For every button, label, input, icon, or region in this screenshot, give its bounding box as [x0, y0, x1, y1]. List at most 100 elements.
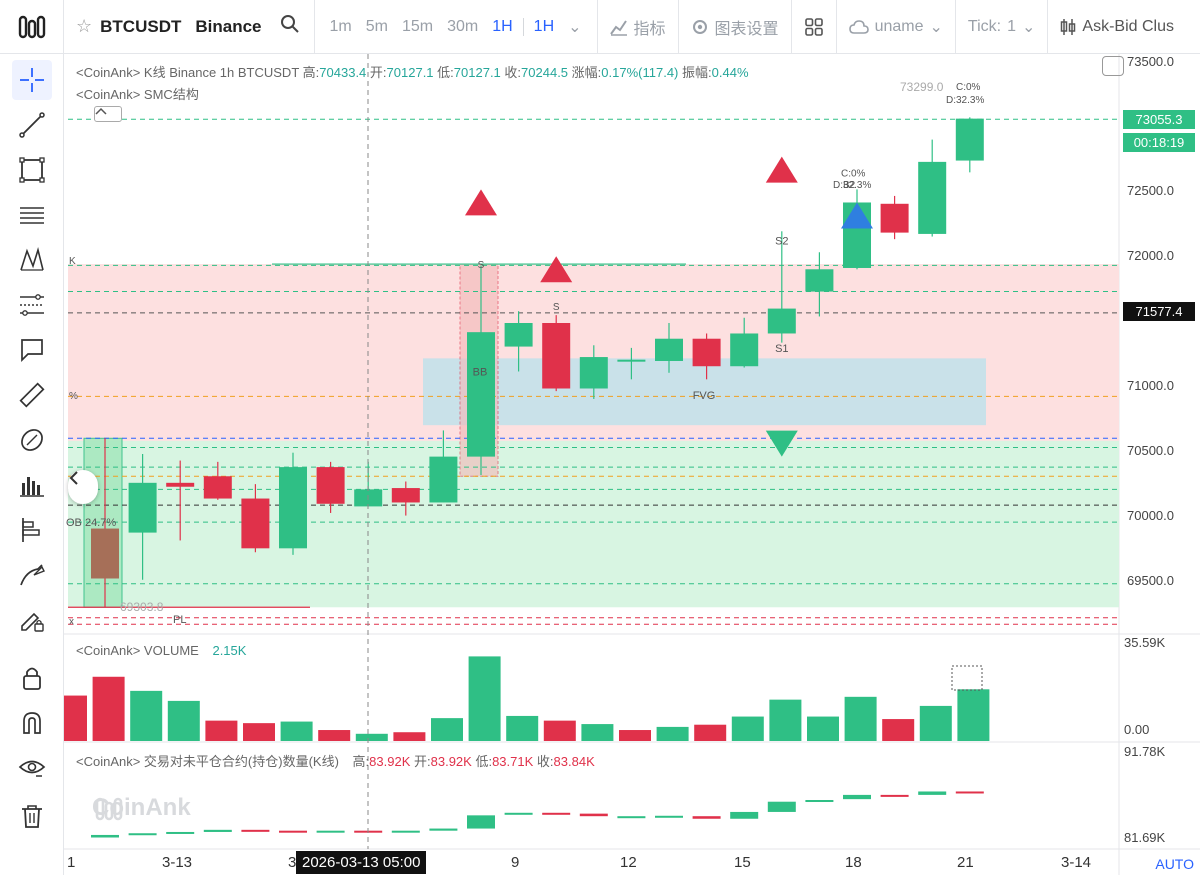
ruler-tool[interactable]: [12, 375, 52, 415]
callout-tool[interactable]: [12, 330, 52, 370]
sell-signal-marker: [465, 189, 497, 216]
indicators-label: 指标: [633, 20, 666, 38]
chevron-up-icon: [95, 107, 107, 115]
price-axis-tick: 73500.0: [1127, 54, 1174, 69]
visibility-tool[interactable]: [12, 748, 52, 788]
price-axis-tick: 72500.0: [1127, 183, 1174, 198]
layout-button[interactable]: [792, 0, 837, 53]
volume-bar: [64, 695, 87, 741]
volume-legend-title: <CoinAnk> VOLUME: [76, 643, 199, 658]
trend-line-tool[interactable]: [12, 105, 52, 145]
chart-settings-label: 图表设置: [714, 20, 779, 38]
edit-lock-tool[interactable]: [12, 600, 52, 640]
low-level-label: 69303.8: [120, 600, 164, 614]
low-value: 70127.1: [453, 65, 501, 80]
pl-label: PL: [173, 614, 186, 626]
oi-high-label: 高:: [352, 754, 370, 769]
level-tag: K: [69, 256, 76, 267]
symbol-name: BTCUSDT: [100, 16, 182, 36]
price-candle: [241, 498, 270, 549]
time-axis-label: 12: [620, 854, 637, 871]
brush-tool[interactable]: [12, 420, 52, 460]
high-value: 70433.4: [319, 65, 367, 80]
pattern-tool[interactable]: [12, 240, 52, 280]
oi-candle: [128, 833, 157, 836]
price-candle: [918, 161, 947, 234]
price-axis-tick: 70000.0: [1127, 508, 1174, 523]
price-candle: [767, 308, 796, 334]
timeframe-15m[interactable]: 15m: [401, 17, 434, 35]
price-candle: [316, 467, 345, 504]
signal-label: S1: [775, 343, 788, 355]
crosshair-tool[interactable]: [12, 60, 52, 100]
chart-settings-button[interactable]: 图表设置: [679, 0, 792, 53]
collapse-legend-button[interactable]: [94, 106, 122, 122]
rectangle-icon: [19, 157, 45, 183]
tick-label: Tick:: [967, 17, 1002, 35]
symbol-selector[interactable]: ☆ BTCUSDT Binance: [64, 0, 315, 53]
watermark-text: CoinAnk: [92, 794, 191, 821]
interval-dropdown[interactable]: 1H: [533, 17, 555, 35]
timeframe-5m[interactable]: 5m: [365, 17, 388, 35]
smc-legend[interactable]: <CoinAnk> SMC结构: [76, 87, 199, 102]
timeframe-1m[interactable]: 1m: [329, 17, 352, 35]
timeframe-separator: [522, 17, 524, 36]
layout-grid-icon: [804, 17, 823, 36]
trash-icon: [22, 805, 42, 828]
bar-chart-tool[interactable]: [12, 465, 52, 505]
speech-bubble-icon: [21, 339, 43, 363]
time-axis-label: 3: [288, 854, 297, 871]
chart-area[interactable]: S S S2 S1 BB FVG OB 24.7% 69303.8 PL 73299.0 C:0% D…: [64, 54, 1200, 875]
volume-bar: [656, 726, 689, 741]
live-volume-outline: [951, 665, 983, 691]
auto-scale-button[interactable]: AUTO: [1155, 856, 1194, 872]
volume-bar: [393, 732, 426, 741]
exchange-name: Binance: [195, 16, 262, 36]
volume-bar: [919, 705, 952, 741]
kline-legend: <CoinAnk> K线 Binance 1h BTCUSDT 高:70433.…: [76, 62, 749, 81]
open-value: 70127.1: [386, 65, 434, 80]
oi-axis-bottom: 81.69K: [1124, 830, 1166, 845]
indicators-button[interactable]: 指标: [598, 0, 679, 53]
position-tool[interactable]: [12, 510, 52, 550]
chevron-down-icon[interactable]: ⌄: [568, 18, 582, 36]
coinank-logo[interactable]: [0, 0, 64, 53]
favorite-star-icon[interactable]: ☆: [76, 16, 93, 36]
timeframe-30m[interactable]: 30m: [447, 17, 479, 35]
pen-icon: [20, 564, 45, 586]
search-icon[interactable]: [280, 14, 300, 39]
chart-fullscreen-button[interactable]: [1102, 56, 1124, 76]
buy-signal-marker: [765, 430, 798, 457]
oi-candle: [504, 812, 533, 815]
volume-bar: [468, 656, 501, 741]
top-c-label: C:0%: [956, 82, 981, 93]
tick-selector[interactable]: Tick: 1 ⌄: [956, 0, 1049, 53]
fvg-zone: [423, 358, 986, 426]
projection-tool[interactable]: [12, 285, 52, 325]
volume-bar: [619, 730, 651, 741]
crosshair-icon: [20, 68, 44, 92]
volume-bar: [355, 733, 388, 741]
timeframe-selector: 1m 5m 15m 30m 1H 1H ⌄: [315, 0, 598, 53]
fib-lines-tool[interactable]: [12, 195, 52, 235]
volume-legend-value: 2.15K: [212, 643, 247, 658]
pen-tool[interactable]: [12, 555, 52, 595]
ruler-icon: [19, 382, 45, 408]
rectangle-tool[interactable]: [12, 150, 52, 190]
oi-candle: [391, 830, 420, 833]
magnet-tool[interactable]: [12, 703, 52, 743]
oi-candle: [279, 830, 307, 833]
crosshair-price-tag: 71577.4: [1123, 302, 1195, 321]
ask-bid-cluster-button[interactable]: Ask-Bid Clus: [1048, 0, 1186, 53]
user-button[interactable]: uname ⌄: [837, 0, 956, 53]
volume-bar: [769, 699, 802, 741]
scroll-left-button[interactable]: [68, 470, 98, 504]
time-axis-label: 21: [957, 854, 974, 871]
delete-tool[interactable]: [12, 796, 52, 836]
timeframe-1h[interactable]: 1H: [492, 17, 513, 35]
lock-tool[interactable]: [12, 658, 52, 698]
time-axis-label: 9: [511, 854, 520, 871]
volume-bar: [506, 715, 539, 741]
